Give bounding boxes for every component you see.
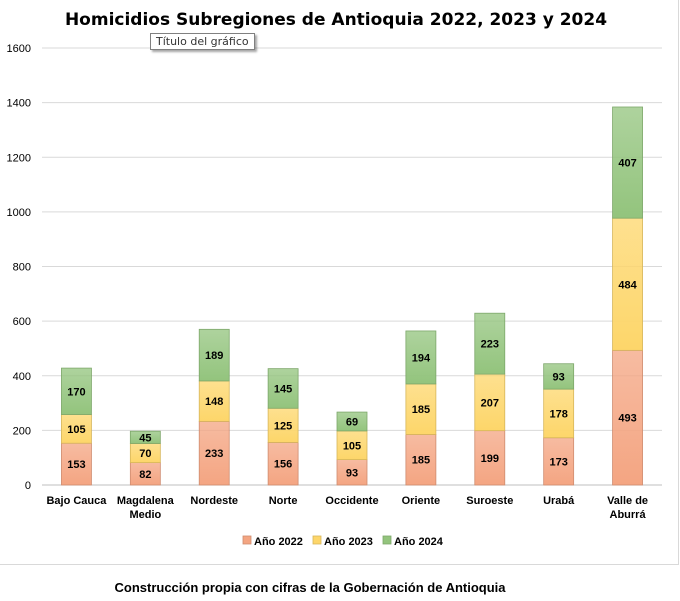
data-label: 105 xyxy=(67,424,85,436)
data-label: 45 xyxy=(139,432,151,444)
data-label: 105 xyxy=(343,440,361,452)
data-label: 173 xyxy=(549,456,567,468)
data-label: 125 xyxy=(274,420,292,432)
x-tick-label: Oriente xyxy=(402,495,441,507)
bar-2022 xyxy=(267,441,299,486)
chart-frame xyxy=(0,0,679,565)
chart-title-tooltip: Título del gráfico xyxy=(150,33,255,50)
data-label: 185 xyxy=(412,455,430,467)
data-label: 194 xyxy=(412,352,431,364)
data-label: 145 xyxy=(274,383,292,395)
legend-label: Año 2023 xyxy=(324,536,373,548)
legend-label: Año 2024 xyxy=(394,536,444,548)
data-label: 233 xyxy=(205,448,223,460)
bar-2024 xyxy=(198,328,230,382)
data-label: 185 xyxy=(412,404,430,416)
x-tick-label: Bajo Cauca xyxy=(46,495,107,507)
data-label: 223 xyxy=(481,339,499,351)
bar-2023 xyxy=(543,388,575,439)
x-tick-label: Valle de xyxy=(607,495,648,507)
data-label: 82 xyxy=(139,469,151,481)
bar-2023 xyxy=(405,383,437,435)
y-tick-label: 200 xyxy=(13,425,31,437)
y-tick-label: 800 xyxy=(13,262,31,274)
bar-2022 xyxy=(474,430,506,486)
bar-2024 xyxy=(405,330,437,385)
bar-2023 xyxy=(61,414,92,444)
y-tick-label: 1000 xyxy=(7,207,31,219)
bar-2022 xyxy=(612,349,643,486)
data-label: 153 xyxy=(67,459,85,471)
legend-swatch xyxy=(242,535,252,545)
data-label: 93 xyxy=(553,371,565,383)
bar-2023 xyxy=(267,407,299,443)
data-label: 178 xyxy=(549,408,567,420)
bar-2023 xyxy=(198,380,230,422)
bar-2024 xyxy=(61,367,92,415)
data-label: 148 xyxy=(205,396,223,408)
y-tick-label: 1600 xyxy=(7,43,31,55)
x-tick-label: Occidente xyxy=(325,495,378,507)
legend-swatch xyxy=(312,535,322,545)
data-label: 93 xyxy=(346,467,358,479)
data-label: 70 xyxy=(139,448,151,460)
bar-2022 xyxy=(405,434,437,486)
x-tick-label: Urabá xyxy=(543,495,575,507)
y-tick-label: 0 xyxy=(25,480,31,492)
y-tick-label: 1400 xyxy=(7,98,31,110)
data-label: 484 xyxy=(618,279,637,291)
bar-2022 xyxy=(543,437,575,486)
chart-title: Homicidios Subregiones de Antioquia 2022… xyxy=(64,10,608,30)
x-tick-label: Norte xyxy=(269,495,298,507)
bar-2023 xyxy=(612,217,643,351)
bar-2024 xyxy=(267,368,299,409)
data-label: 493 xyxy=(618,413,636,425)
bar-2023 xyxy=(336,430,368,460)
bar-2024 xyxy=(336,411,368,432)
y-tick-label: 600 xyxy=(13,316,31,328)
legend-label: Año 2022 xyxy=(254,536,303,548)
data-label: 407 xyxy=(618,158,636,170)
bar-2024 xyxy=(612,106,643,219)
data-label: 170 xyxy=(67,386,85,398)
x-tick-label: Aburrá xyxy=(610,509,647,521)
bar-2024 xyxy=(543,363,575,390)
bar-2022 xyxy=(198,420,230,486)
data-label: 69 xyxy=(346,416,358,428)
x-tick-label: Nordeste xyxy=(190,495,238,507)
bar-2022 xyxy=(61,442,92,486)
source-caption: Construcción propia con cifras de la Gob… xyxy=(114,580,506,595)
bar-2023 xyxy=(474,373,506,432)
data-label: 156 xyxy=(274,459,292,471)
x-tick-label: Magdalena xyxy=(117,495,175,507)
x-tick-label: Medio xyxy=(129,509,161,521)
data-label: 207 xyxy=(481,397,499,409)
data-label: 189 xyxy=(205,350,223,362)
x-tick-label: Suroeste xyxy=(466,495,513,507)
legend-swatch xyxy=(382,535,392,545)
y-tick-label: 400 xyxy=(13,371,31,383)
bar-2024 xyxy=(129,430,161,444)
data-label: 199 xyxy=(481,453,499,465)
y-tick-label: 1200 xyxy=(7,152,31,164)
bar-2024 xyxy=(474,312,506,375)
